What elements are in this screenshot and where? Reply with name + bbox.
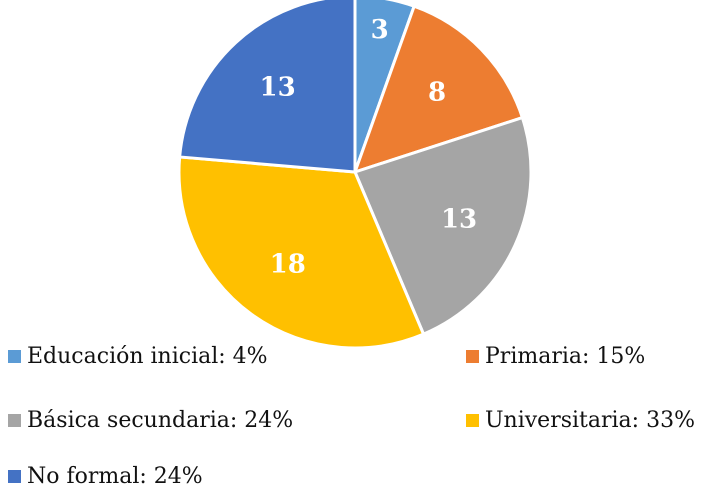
data-label-4: 13 xyxy=(260,73,296,103)
legend-swatch-1 xyxy=(466,350,479,363)
legend-label-0: Educación inicial: 4% xyxy=(27,344,268,369)
pie-slice-2 xyxy=(352,115,533,337)
legend-swatch-0 xyxy=(8,350,21,363)
legend-item-0: Educación inicial: 4% xyxy=(8,344,268,369)
pie-slice-4 xyxy=(178,0,357,174)
legend-item-1: Primaria: 15% xyxy=(466,344,645,369)
legend-item-3: Universitaria: 33% xyxy=(466,408,695,433)
pie-slice-3 xyxy=(177,155,426,350)
data-label-3: 18 xyxy=(270,250,306,280)
legend-label-3: Universitaria: 33% xyxy=(485,408,695,433)
pie-chart: 3 8 13 18 13 xyxy=(177,0,533,350)
legend-swatch-4 xyxy=(8,470,21,483)
legend-label-2: Básica secundaria: 24% xyxy=(27,408,294,433)
legend-label-4: No formal: 24% xyxy=(27,464,203,489)
data-label-0: 3 xyxy=(371,15,389,45)
legend-swatch-2 xyxy=(8,414,21,427)
data-label-2: 13 xyxy=(441,205,477,235)
legend-item-4: No formal: 24% xyxy=(8,464,203,489)
legend-item-2: Básica secundaria: 24% xyxy=(8,408,293,433)
legend-label-1: Primaria: 15% xyxy=(485,344,646,369)
legend-swatch-3 xyxy=(466,414,479,427)
data-label-1: 8 xyxy=(428,77,446,107)
